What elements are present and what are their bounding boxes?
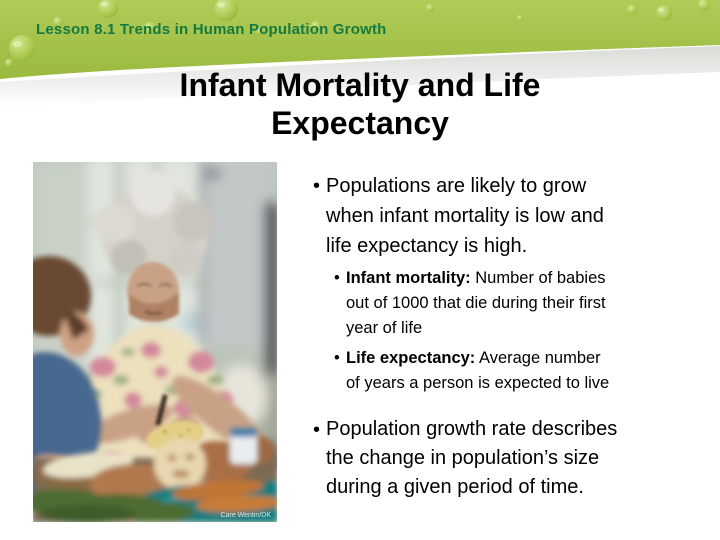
bullet-line: of years a person is expected to live: [346, 374, 610, 392]
bullet-line: out of 1000 that die during their first: [346, 294, 606, 312]
band-shadow-wave: [0, 46, 720, 108]
bullet-line: year of life: [346, 319, 423, 337]
bullet-content: Populations are likely to grow when infa…: [313, 171, 695, 502]
bullet-icon: [334, 346, 346, 396]
bullet-line: the change in population’s size: [326, 447, 600, 469]
slide-title-text: Infant Mortality and Life Expectancy: [179, 67, 541, 141]
bullet-icon: [313, 171, 326, 261]
bullet-life-expectancy-definition: Life expectancy: Average number of years…: [334, 346, 695, 396]
kitchen-photo: Care Wentin/DK: [33, 162, 277, 522]
term-infant-mortality: Infant mortality:: [346, 269, 471, 287]
bullet-infant-mortality-definition: Infant mortality: Number of babies out o…: [334, 266, 695, 341]
bullet-line: life expectancy is high.: [326, 235, 528, 257]
band-green-wave: [0, 0, 720, 79]
bullet-icon: [334, 266, 346, 341]
bullet-line: Population growth rate describes: [326, 418, 618, 440]
bullet-populations-grow: Populations are likely to grow when infa…: [313, 171, 695, 261]
bullet-line: Populations are likely to grow: [326, 175, 587, 197]
bullet-line: Infant mortality: Number of babies: [346, 269, 606, 287]
lesson-header: Lesson 8.1 Trends in Human Population Gr…: [36, 21, 387, 38]
bullet-icon: [313, 415, 326, 502]
term-life-expectancy: Life expectancy:: [346, 349, 476, 367]
droplet-highlights: [12, 2, 664, 47]
bullet-population-growth-rate: Population growth rate describes the cha…: [313, 415, 695, 502]
bullet-line: Life expectancy: Average number: [346, 349, 601, 367]
photo-credit: Care Wentin/DK: [221, 512, 272, 519]
bullet-line: during a given period of time.: [326, 476, 584, 498]
bullet-line: when infant mortality is low and: [326, 205, 604, 227]
green-header-band: [0, 0, 720, 108]
water-droplets: [5, 0, 710, 67]
vegetables-table: [33, 428, 277, 522]
kitchen-photo-illustration: Care Wentin/DK: [33, 162, 277, 522]
slide-title: Infant Mortality and Life Expectancy: [0, 66, 720, 142]
